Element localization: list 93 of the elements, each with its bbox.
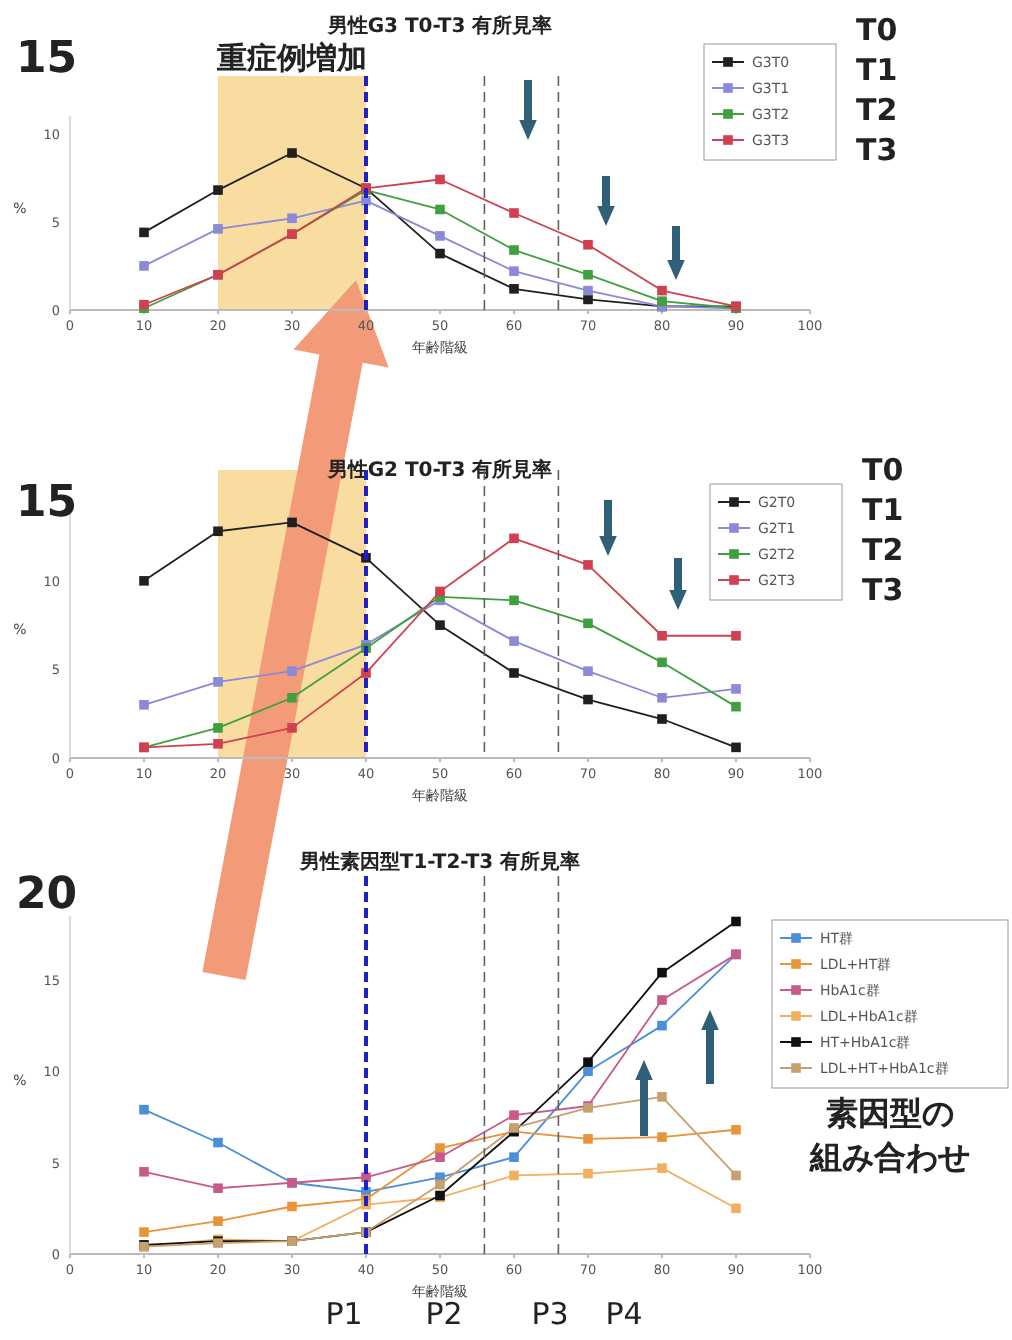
point — [435, 1152, 445, 1162]
point — [435, 174, 445, 185]
text: T0 — [862, 452, 904, 488]
chart-title: 男性G3 T0-T3 有所見率 — [325, 14, 553, 38]
text: T3 — [862, 572, 904, 608]
point — [139, 576, 149, 586]
point — [509, 266, 519, 276]
text: P3 — [531, 1296, 569, 1332]
point — [583, 239, 593, 250]
point — [139, 700, 149, 710]
point — [657, 1132, 667, 1142]
text: 素因型の — [826, 1094, 954, 1132]
text: T3 — [856, 132, 898, 168]
text: T1 — [856, 52, 898, 88]
point — [657, 1163, 667, 1173]
point — [287, 1201, 297, 1212]
point — [657, 714, 667, 724]
point — [139, 1166, 149, 1177]
point — [731, 630, 741, 641]
point — [583, 269, 593, 280]
point — [213, 723, 223, 733]
point — [657, 1092, 667, 1102]
point — [731, 701, 741, 712]
point — [287, 692, 297, 703]
point — [435, 248, 445, 259]
point — [583, 694, 593, 705]
point — [435, 586, 445, 597]
point — [213, 677, 223, 687]
point — [731, 742, 741, 753]
point — [287, 666, 297, 676]
point — [731, 916, 741, 927]
point — [509, 668, 519, 678]
annotation: 組み合わせ — [808, 1138, 970, 1176]
point — [583, 560, 593, 570]
point — [287, 723, 297, 733]
text: T0 — [856, 12, 898, 48]
point — [509, 595, 519, 606]
point — [435, 1143, 445, 1153]
text: T1 — [862, 492, 904, 528]
point — [287, 148, 297, 158]
point — [583, 285, 593, 296]
point — [139, 1104, 149, 1115]
point — [509, 1170, 519, 1181]
point — [435, 1179, 445, 1190]
point — [657, 692, 667, 703]
point — [213, 1137, 223, 1148]
point — [435, 204, 445, 215]
band-label: 重症例増加 — [215, 40, 367, 76]
point — [139, 1227, 149, 1237]
point — [731, 684, 741, 694]
point — [657, 630, 667, 641]
point — [213, 224, 223, 234]
point — [509, 1152, 519, 1162]
text: P1 — [325, 1296, 363, 1332]
point — [583, 294, 593, 305]
point — [657, 967, 667, 978]
point — [139, 227, 149, 238]
point — [583, 1066, 593, 1077]
point — [657, 296, 667, 306]
point — [509, 245, 519, 255]
chart-title: 男性素因型T1-T2-T3 有所見率 — [297, 850, 581, 874]
point — [213, 526, 223, 537]
point — [657, 1020, 667, 1031]
point — [509, 533, 519, 544]
point — [583, 618, 593, 629]
point — [213, 739, 223, 749]
point — [583, 1134, 593, 1144]
point — [435, 620, 445, 630]
point — [213, 1183, 223, 1194]
point — [213, 1216, 223, 1226]
point — [583, 666, 593, 676]
point — [509, 1110, 519, 1120]
text: T2 — [862, 532, 904, 568]
point — [139, 261, 149, 271]
point — [287, 517, 297, 528]
point — [509, 208, 519, 218]
point — [657, 657, 667, 668]
point — [731, 1124, 741, 1135]
point — [731, 1170, 741, 1181]
point — [213, 185, 223, 195]
point — [583, 1057, 593, 1067]
point — [657, 995, 667, 1005]
point — [509, 284, 519, 294]
point — [657, 285, 667, 296]
point — [435, 231, 445, 241]
text: P4 — [605, 1296, 643, 1332]
text: P2 — [425, 1296, 463, 1332]
point — [287, 213, 297, 224]
point — [731, 1203, 741, 1214]
annotation: 20 — [16, 870, 78, 920]
point — [509, 636, 519, 646]
point — [583, 1168, 593, 1179]
text: T2 — [856, 92, 898, 128]
